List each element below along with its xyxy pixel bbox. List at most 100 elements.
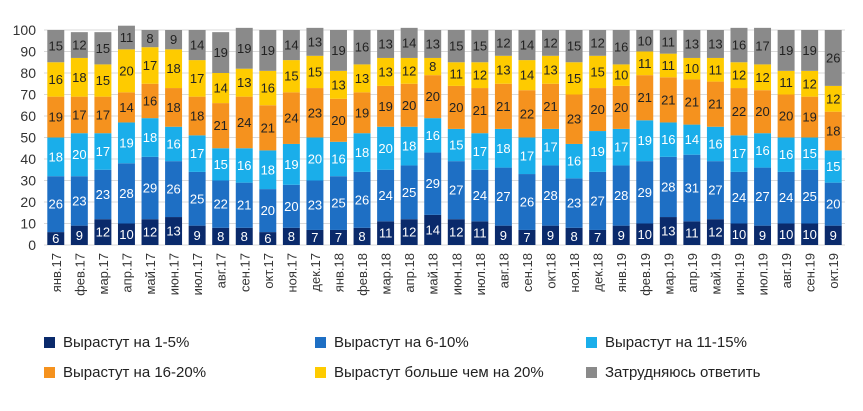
bar-segment-s6-5 bbox=[165, 30, 183, 50]
x-tick-label-21: окт.18 bbox=[544, 253, 559, 289]
data-label-s6-19: 12 bbox=[496, 35, 510, 50]
bar-segment-s6-30 bbox=[754, 27, 772, 65]
data-label-s6-1: 12 bbox=[72, 38, 86, 53]
data-label-s3-31: 16 bbox=[779, 147, 793, 162]
data-label-s5-15: 12 bbox=[402, 63, 416, 78]
legend-label-3: Вырастут на 11-15% bbox=[605, 334, 747, 351]
bar-segment-s1-10 bbox=[282, 227, 300, 245]
data-label-s1-30: 9 bbox=[759, 228, 766, 243]
bar-segment-s1-27 bbox=[683, 221, 701, 245]
data-label-s1-13: 8 bbox=[358, 229, 365, 244]
bar-segment-s6-23 bbox=[589, 30, 607, 56]
data-label-s6-5: 9 bbox=[170, 32, 177, 47]
data-label-s4-4: 16 bbox=[143, 93, 157, 108]
y-tick-label-60: 60 bbox=[20, 108, 36, 124]
data-label-s3-32: 15 bbox=[802, 146, 816, 161]
bar-segment-s4-6 bbox=[188, 96, 206, 136]
legend-label-2: Вырастут на 6-10% bbox=[334, 334, 469, 351]
bar-segment-s3-6 bbox=[188, 135, 206, 172]
bar-segment-s4-8 bbox=[235, 96, 253, 149]
data-label-s5-4: 17 bbox=[143, 58, 157, 73]
data-label-s4-22: 23 bbox=[567, 112, 581, 127]
data-label-s2-20: 26 bbox=[520, 195, 534, 210]
data-label-s1-33: 9 bbox=[830, 228, 837, 243]
data-label-s3-21: 17 bbox=[543, 140, 557, 155]
bar-segment-s3-31 bbox=[777, 137, 795, 172]
bar-segment-s2-14 bbox=[377, 169, 395, 222]
bar-segment-s6-14 bbox=[377, 30, 395, 58]
bar-segment-s4-32 bbox=[801, 96, 819, 138]
data-label-s6-30: 17 bbox=[755, 39, 769, 54]
data-label-s5-10: 15 bbox=[284, 69, 298, 84]
bar-segment-s5-26 bbox=[659, 53, 677, 78]
bar-segment-s5-20 bbox=[518, 60, 536, 91]
data-label-s4-13: 19 bbox=[355, 105, 369, 120]
data-label-s1-19: 9 bbox=[500, 228, 507, 243]
bar-segment-s4-3 bbox=[117, 92, 135, 123]
data-label-s3-4: 18 bbox=[143, 130, 157, 145]
bar-segment-s2-32 bbox=[801, 169, 819, 224]
data-label-s6-29: 16 bbox=[732, 38, 746, 53]
bar-segment-s3-27 bbox=[683, 124, 701, 155]
bar-segment-s5-6 bbox=[188, 60, 206, 97]
bar-segment-s1-28 bbox=[706, 219, 724, 245]
y-tick-label-50: 50 bbox=[20, 130, 36, 146]
data-label-s5-11: 15 bbox=[308, 64, 322, 79]
bar-segment-s4-9 bbox=[259, 105, 277, 151]
data-label-s4-25: 21 bbox=[638, 90, 652, 105]
data-label-s2-18: 24 bbox=[473, 188, 487, 203]
x-tick-label-17: июн.18 bbox=[449, 253, 464, 295]
x-tick-label-11: дек.17 bbox=[308, 253, 323, 292]
bar-segment-s2-21 bbox=[542, 165, 559, 226]
y-tick-label-90: 90 bbox=[20, 44, 36, 60]
y-tick-label-30: 30 bbox=[20, 173, 36, 189]
data-label-s4-31: 20 bbox=[779, 109, 793, 124]
bar-segment-s1-22 bbox=[565, 227, 583, 245]
bar-segment-s5-19 bbox=[494, 55, 512, 84]
data-label-s4-15: 20 bbox=[402, 98, 416, 113]
bar-segment-s4-0 bbox=[47, 96, 65, 138]
bar-segment-s6-31 bbox=[777, 30, 795, 71]
data-label-s2-3: 28 bbox=[119, 186, 133, 201]
data-label-s1-0: 6 bbox=[52, 231, 59, 246]
x-tick-label-30: июл.19 bbox=[756, 253, 771, 295]
y-tick-label-70: 70 bbox=[20, 87, 36, 103]
data-label-s2-10: 20 bbox=[284, 199, 298, 214]
data-label-s1-21: 9 bbox=[547, 228, 554, 243]
legend-item-5: Вырастут больше чем на 20% bbox=[315, 364, 544, 381]
data-label-s6-15: 14 bbox=[402, 35, 416, 50]
data-label-s3-13: 18 bbox=[355, 145, 369, 160]
data-label-s4-9: 21 bbox=[261, 120, 275, 135]
bar-segment-s1-32 bbox=[801, 223, 819, 245]
y-tick-label-100: 100 bbox=[13, 22, 37, 38]
bar-segment-s5-25 bbox=[636, 51, 654, 76]
bar-segment-s5-21 bbox=[542, 55, 559, 84]
bar-segment-s1-2 bbox=[94, 219, 112, 245]
bar-segment-s2-9 bbox=[259, 189, 277, 233]
bar-segment-s5-8 bbox=[235, 68, 253, 97]
data-label-s3-23: 19 bbox=[590, 144, 604, 159]
data-label-s1-15: 12 bbox=[402, 225, 416, 240]
data-label-s5-1: 18 bbox=[72, 70, 86, 85]
bar-segment-s1-21 bbox=[542, 225, 559, 245]
bar-segment-s3-22 bbox=[565, 143, 583, 179]
data-label-s3-1: 20 bbox=[72, 147, 86, 162]
legend-swatch-6 bbox=[586, 367, 597, 378]
data-label-s2-27: 31 bbox=[685, 181, 699, 196]
legend-item-2: Вырастут на 6-10% bbox=[315, 334, 469, 351]
data-label-s5-27: 10 bbox=[685, 61, 699, 76]
bar-segment-s6-10 bbox=[282, 30, 300, 61]
bar-segment-s3-1 bbox=[70, 133, 88, 177]
x-tick-label-25: фев.19 bbox=[638, 253, 653, 296]
bar-segment-s4-15 bbox=[400, 83, 418, 127]
bar-segment-s6-1 bbox=[70, 32, 88, 58]
bar-segment-s6-32 bbox=[801, 30, 819, 71]
legend-label-6: Затрудняюсь ответить bbox=[605, 364, 761, 381]
data-label-s2-6: 25 bbox=[190, 191, 204, 206]
bar-segment-s1-3 bbox=[117, 223, 135, 245]
data-label-s4-20: 22 bbox=[520, 106, 534, 121]
bar-segment-s5-24 bbox=[612, 64, 630, 86]
data-label-s3-2: 17 bbox=[96, 144, 110, 159]
data-label-s2-17: 27 bbox=[449, 183, 463, 198]
data-label-s6-16: 13 bbox=[425, 36, 439, 51]
